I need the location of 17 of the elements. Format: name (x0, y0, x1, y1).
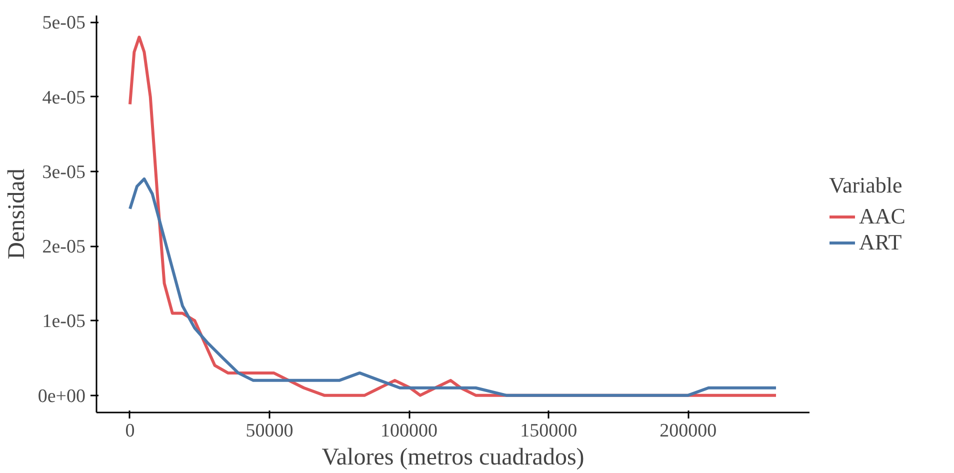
legend-label: ART (859, 229, 902, 255)
x-axis-title: Valores (metros cuadrados) (322, 444, 584, 470)
legend-label: AAC (859, 203, 906, 229)
y-tick-label: 2e-05 (42, 236, 86, 258)
y-tick-label: 0e+00 (38, 386, 86, 407)
y-tick-label: 5e-05 (42, 12, 86, 34)
x-tick-label: 200000 (660, 420, 717, 442)
x-tick-label: 100000 (380, 420, 438, 442)
y-tick-label: 3e-05 (42, 162, 86, 183)
legend-title: Variable (829, 172, 904, 198)
x-tick-label: 150000 (520, 420, 578, 442)
y-tick-label: 4e-05 (42, 87, 86, 108)
line-series (128, 177, 778, 397)
y-axis-title: Densidad (4, 168, 30, 260)
y-tick-label: 1e-05 (42, 311, 86, 332)
x-tick-label: 50000 (246, 420, 294, 442)
x-tick-label: 0 (125, 420, 135, 442)
